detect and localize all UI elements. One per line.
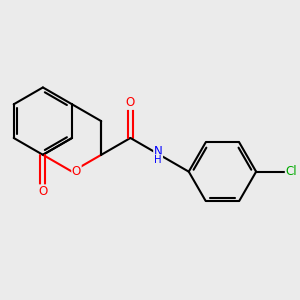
- Text: O: O: [72, 165, 81, 178]
- Text: H: H: [154, 155, 162, 165]
- Text: O: O: [38, 185, 47, 198]
- Text: Cl: Cl: [285, 165, 297, 178]
- Text: O: O: [126, 96, 135, 109]
- Text: N: N: [154, 145, 163, 158]
